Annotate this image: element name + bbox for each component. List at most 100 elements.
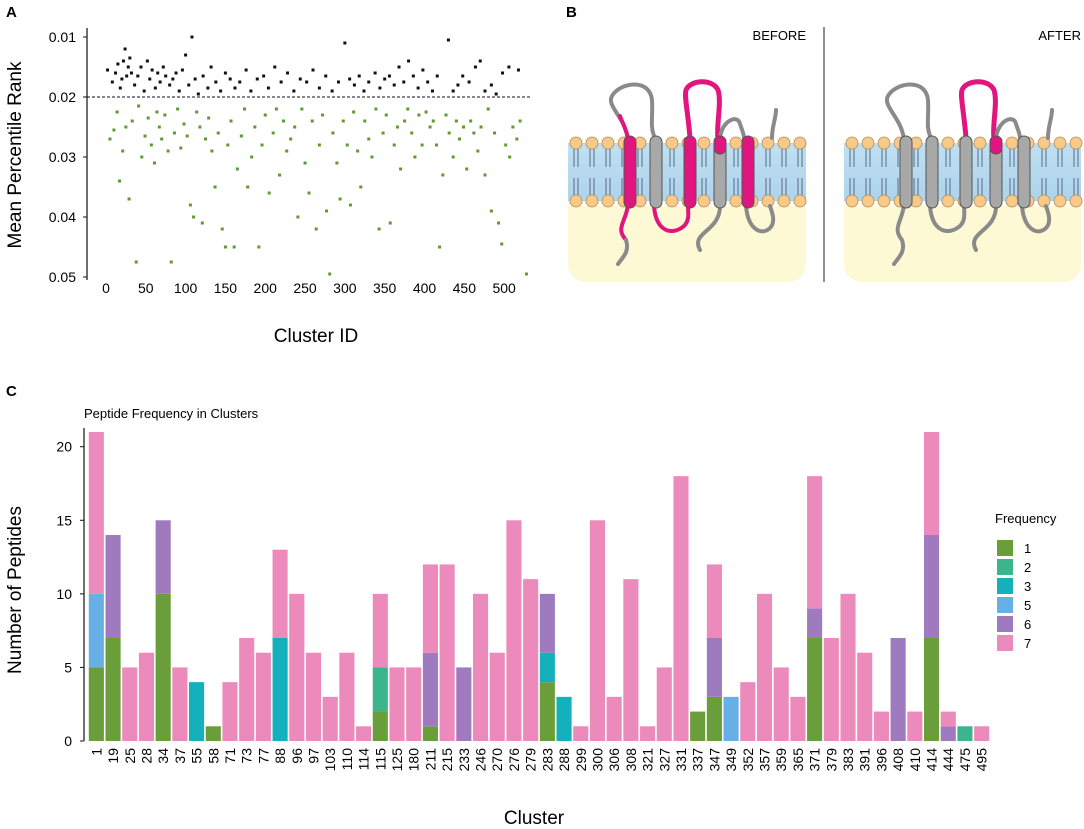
x-tick-label: 28: [138, 748, 154, 764]
panel-c-legend: 1 2 3 5 6 7: [997, 540, 1031, 651]
cytoplasm-before: [568, 206, 806, 282]
lipid-head: [845, 136, 859, 150]
bar-segment: [890, 638, 906, 741]
data-point: [410, 131, 414, 135]
data-point: [274, 107, 278, 111]
data-point: [116, 62, 120, 66]
x-tick-label: 200: [254, 280, 278, 296]
bar-segment: [222, 682, 238, 741]
y-tick-label: 0.04: [49, 209, 76, 225]
data-point: [160, 137, 164, 141]
data-point: [497, 221, 501, 225]
bar-segment: [422, 652, 438, 727]
data-point: [213, 185, 217, 189]
bar-segment: [807, 608, 823, 638]
x-tick-label: 495: [974, 748, 990, 772]
bar-segment: [923, 535, 940, 638]
protein-loops-before: [608, 79, 778, 266]
x-tick-label: 0: [102, 280, 110, 296]
bar-segment: [456, 667, 472, 741]
bar-segment: [606, 696, 622, 741]
data-point: [201, 74, 205, 78]
x-tick-label: 25: [122, 748, 138, 764]
bar-segment: [272, 638, 288, 741]
bar-segment: [305, 652, 322, 741]
x-tick-label: 279: [523, 748, 539, 772]
data-point: [296, 215, 300, 219]
legend-label: 7: [1024, 636, 1031, 651]
data-point: [134, 260, 138, 264]
x-tick-label: 270: [489, 748, 505, 772]
lipid-head: [941, 194, 955, 208]
lipid-head: [1053, 136, 1067, 150]
data-point: [278, 173, 282, 177]
x-tick-label: 34: [155, 748, 171, 764]
y-tick-label: 10: [56, 586, 72, 602]
data-point: [444, 113, 448, 117]
data-point: [172, 131, 176, 135]
bar-segment: [857, 652, 873, 741]
lipid-head: [845, 194, 859, 208]
data-point: [462, 125, 466, 129]
data-point: [407, 59, 411, 63]
data-point: [374, 107, 378, 111]
panel-c-y-ticks: 0 5 10 15 20: [56, 439, 84, 749]
x-tick-label: 58: [205, 748, 221, 764]
legend-swatch: [997, 635, 1013, 651]
data-point: [286, 71, 290, 75]
data-point: [434, 143, 438, 147]
lipid-head: [601, 136, 615, 150]
bar-segment: [339, 652, 355, 741]
data-point: [260, 143, 264, 147]
bar-segment: [957, 726, 973, 741]
data-point: [377, 227, 381, 231]
data-point: [324, 74, 328, 78]
lipid-head: [1037, 194, 1051, 208]
x-tick-label: 352: [740, 748, 756, 772]
data-point: [357, 74, 361, 78]
bar-segment: [907, 711, 923, 741]
bar-segment: [205, 726, 221, 741]
data-point: [204, 137, 208, 141]
x-tick-label: 180: [406, 748, 422, 772]
data-point: [184, 53, 188, 57]
bar-segment: [506, 520, 522, 741]
bar-segment: [923, 638, 940, 741]
data-point: [504, 143, 508, 147]
data-point: [228, 77, 232, 81]
data-point: [180, 68, 184, 72]
data-point: [118, 179, 122, 183]
panel-c-bars: [88, 432, 990, 741]
x-tick-label: 150: [214, 280, 238, 296]
bar-segment: [155, 593, 171, 741]
bar-segment: [773, 667, 789, 741]
panel-a-y-label: Mean Percentile Rank: [5, 61, 26, 248]
data-point: [307, 191, 311, 195]
x-tick-label: 308: [623, 748, 639, 772]
data-point: [403, 119, 407, 123]
x-tick-label: 500: [492, 280, 516, 296]
after-membrane-diagram: [844, 79, 1083, 282]
x-tick-label: 337: [690, 748, 706, 772]
data-point: [362, 89, 366, 93]
before-membrane-diagram: [568, 79, 807, 282]
legend-swatch: [997, 616, 1013, 632]
panel-c-x-label: Cluster: [504, 808, 565, 829]
data-point: [206, 86, 210, 90]
lipid-head: [941, 136, 955, 150]
data-point: [246, 185, 250, 189]
bar-segment: [556, 696, 572, 741]
data-point: [271, 131, 275, 135]
lipid-head: [585, 194, 599, 208]
data-point: [461, 74, 465, 78]
data-point: [243, 107, 247, 111]
x-tick-label: 371: [807, 748, 823, 772]
data-point: [383, 77, 387, 81]
data-point: [106, 68, 110, 72]
data-point: [177, 89, 181, 93]
data-point: [384, 113, 388, 117]
data-point: [110, 80, 114, 84]
data-point: [373, 71, 377, 75]
data-point: [438, 245, 442, 249]
data-point: [163, 113, 167, 117]
